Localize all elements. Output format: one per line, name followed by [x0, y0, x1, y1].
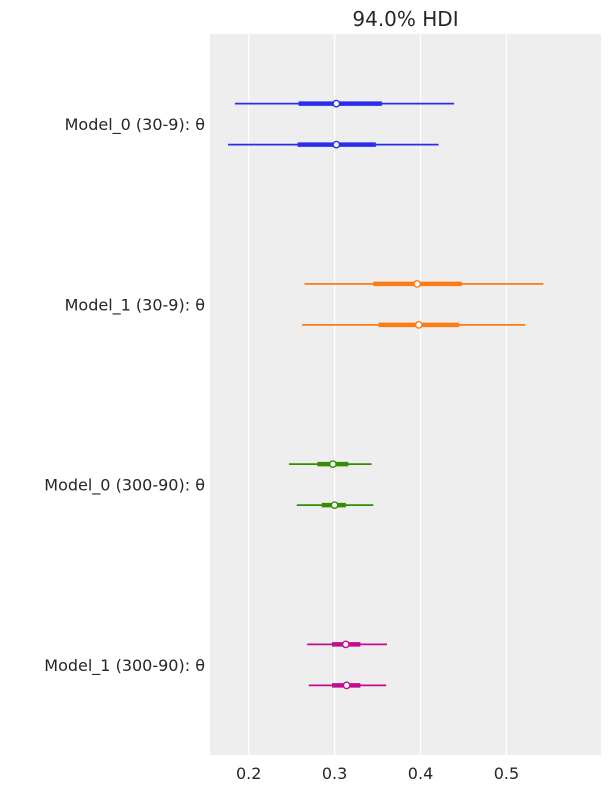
- x-tick-label-2: 0.4: [408, 764, 433, 783]
- category-label-2: Model_0 (300-90): θ: [44, 476, 205, 496]
- category-labels: Model_0 (30-9): θ Model_1 (30-9): θ Model_…: [44, 115, 205, 676]
- category-label-3: Model_1 (300-90): θ: [44, 656, 205, 676]
- center-point-0-0: [332, 99, 341, 108]
- category-label-0: Model_0 (30-9): θ: [65, 115, 205, 135]
- chart-marks: [228, 99, 544, 690]
- plot-area-background: [210, 34, 601, 755]
- center-point-3-1: [342, 681, 351, 690]
- center-point-1-0: [413, 279, 422, 288]
- center-point-2-1: [330, 501, 339, 510]
- center-point-3-0: [341, 640, 350, 649]
- center-point-1-1: [414, 320, 423, 329]
- gridlines: [248, 34, 508, 755]
- center-point-0-1: [332, 140, 341, 149]
- center-point-2-0: [328, 460, 337, 469]
- x-tick-label-0: 0.2: [236, 764, 261, 783]
- x-tick-label-3: 0.5: [494, 764, 519, 783]
- chart-title: 94.0% HDI: [352, 7, 458, 31]
- x-tick-label-1: 0.3: [322, 764, 347, 783]
- category-label-1: Model_1 (30-9): θ: [65, 295, 205, 315]
- x-axis-ticks: 0.2 0.3 0.4 0.5: [236, 764, 519, 783]
